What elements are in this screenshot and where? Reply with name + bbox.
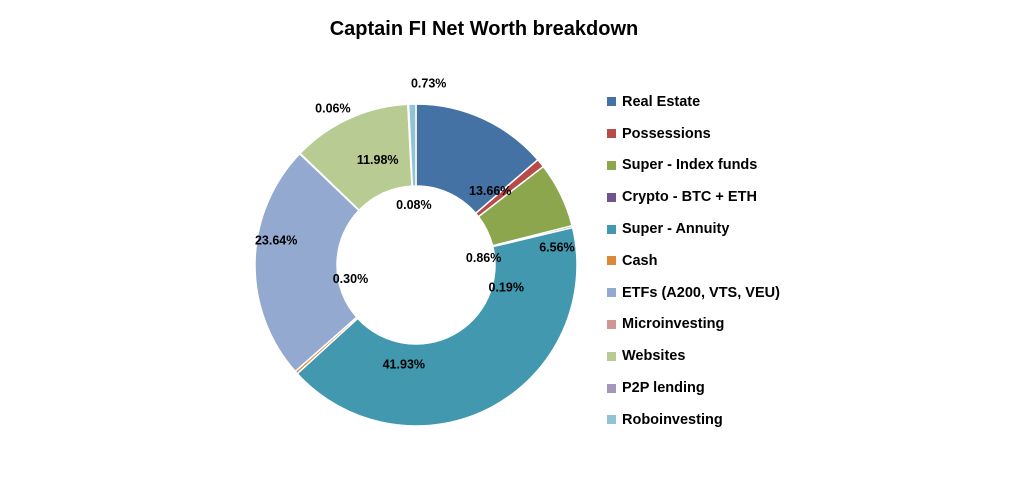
data-label-possessions: 0.86%: [466, 251, 501, 265]
data-label-cash: 0.30%: [333, 272, 368, 286]
legend-swatch: [607, 192, 616, 202]
legend-item-etfs-a200-vts-veu: ETFs (A200, VTS, VEU): [607, 277, 780, 309]
legend-label: Possessions: [622, 125, 711, 142]
legend-label: Roboinvesting: [622, 411, 723, 428]
data-label-super-annuity: 41.93%: [383, 357, 425, 371]
data-label-p2p-lending: 0.08%: [396, 198, 431, 212]
legend-swatch: [607, 97, 616, 107]
data-label-crypto-btc-eth: 0.19%: [489, 280, 524, 294]
legend-label: Cash: [622, 252, 658, 269]
data-label-super-index-funds: 6.56%: [539, 241, 574, 255]
legend-label: ETFs (A200, VTS, VEU): [622, 284, 780, 301]
legend-item-p2p-lending: P2P lending: [607, 372, 780, 404]
data-label-roboinvesting: 0.73%: [411, 76, 446, 90]
legend-swatch: [607, 415, 616, 425]
legend-swatch: [607, 129, 616, 139]
data-label-real-estate: 13.66%: [469, 184, 511, 198]
legend: Real Estate Possessions Super - Index fund…: [607, 86, 780, 436]
legend-item-websites: Websites: [607, 340, 780, 372]
slice-roboinvesting: [407, 103, 417, 187]
legend-item-real-estate: Real Estate: [607, 86, 780, 118]
legend-label: Microinvesting: [622, 316, 725, 333]
legend-swatch: [607, 319, 616, 329]
slice-super-annuity: [296, 226, 578, 427]
legend-item-super-index-funds: Super - Index funds: [607, 150, 780, 182]
legend-item-super-annuity: Super - Annuity: [607, 213, 780, 245]
data-label-microinvesting: 0.06%: [315, 102, 350, 116]
legend-item-crypto-btc-eth: Crypto - BTC + ETH: [607, 181, 780, 213]
legend-item-microinvesting: Microinvesting: [607, 309, 780, 341]
legend-label: Super - Index funds: [622, 157, 758, 174]
legend-item-cash: Cash: [607, 245, 780, 277]
legend-item-roboinvesting: Roboinvesting: [607, 404, 780, 436]
legend-label: Crypto - BTC + ETH: [622, 189, 757, 206]
legend-swatch: [607, 256, 616, 266]
legend-label: Real Estate: [622, 93, 701, 110]
legend-label: P2P lending: [622, 380, 705, 397]
data-label-websites: 11.98%: [357, 153, 399, 167]
chart-title: Captain FI Net Worth breakdown: [329, 18, 639, 40]
legend-swatch: [607, 288, 616, 298]
data-label-etfs-a200-vts-veu: 23.64%: [255, 233, 297, 247]
legend-label: Super - Annuity: [622, 221, 730, 238]
legend-label: Websites: [622, 348, 686, 365]
legend-item-possessions: Possessions: [607, 118, 780, 150]
legend-swatch: [607, 383, 616, 393]
legend-swatch: [607, 160, 616, 170]
legend-swatch: [607, 224, 616, 234]
legend-swatch: [607, 351, 616, 361]
slice-etfs-a200-vts-veu: [254, 152, 360, 373]
